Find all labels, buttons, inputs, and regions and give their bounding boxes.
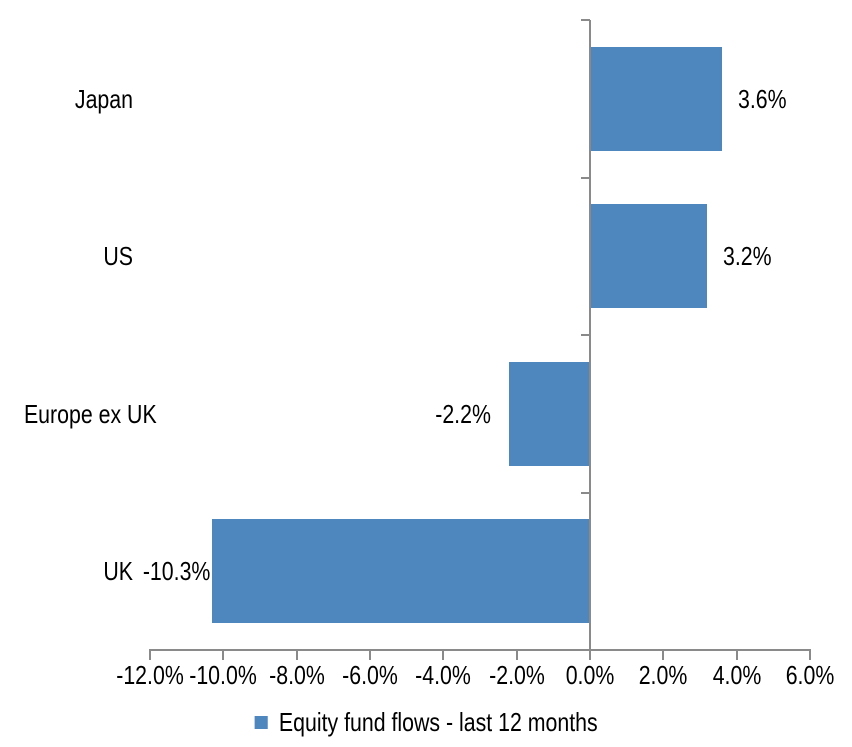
x-axis-tick — [149, 651, 151, 660]
value-label-japan: 3.6% — [738, 83, 787, 114]
x-axis-line — [149, 649, 811, 651]
value-label-us: 3.2% — [723, 241, 772, 272]
x-axis-tick-label: -4.0% — [415, 660, 472, 690]
x-axis-tick-label: 6.0% — [785, 660, 835, 690]
legend: Equity fund flows - last 12 months — [77, 707, 776, 737]
x-axis-tick-label: -10.0% — [189, 660, 258, 690]
x-axis-tick — [222, 651, 225, 660]
x-axis-tick-label: -8.0% — [268, 660, 325, 690]
x-axis-tick — [735, 651, 738, 660]
x-axis-tick — [662, 651, 665, 660]
x-axis-tick-label: -6.0% — [342, 660, 398, 690]
x-axis-tick — [809, 651, 811, 660]
x-axis-tick — [442, 651, 445, 660]
bar-japan — [590, 46, 722, 151]
bar-uk — [212, 519, 590, 624]
legend-label: Equity fund flows - last 12 months — [278, 707, 598, 737]
category-boundary-tick — [581, 334, 590, 336]
x-axis-tick-label: 2.0% — [639, 660, 688, 690]
x-axis-tick-label: -2.0% — [488, 660, 545, 690]
x-axis-tick — [515, 651, 518, 660]
category-label-us: US — [103, 241, 133, 272]
x-axis-tick-label: -12.0% — [116, 660, 184, 690]
legend-marker-icon — [254, 715, 268, 729]
x-axis-tick — [295, 651, 298, 660]
zero-axis-line — [589, 20, 591, 651]
category-boundary-tick — [581, 649, 590, 651]
category-label-europe-ex-uk: Europe ex UK — [23, 398, 157, 429]
category-label-uk: UK — [103, 556, 133, 587]
value-label-europe-ex-uk: -2.2% — [435, 398, 492, 429]
category-boundary-tick — [581, 176, 590, 179]
x-axis-tick-label: 0.0% — [565, 660, 615, 690]
category-label-japan: Japan — [74, 83, 133, 114]
category-boundary-tick — [581, 491, 590, 494]
x-axis-tick — [589, 651, 591, 660]
x-axis-tick-label: 4.0% — [712, 660, 761, 690]
value-label-uk: -10.3% — [142, 556, 211, 587]
bar-europe-ex-uk — [509, 361, 590, 466]
bar-us — [590, 204, 708, 309]
category-boundary-tick — [581, 19, 590, 21]
x-axis-tick — [369, 651, 371, 660]
